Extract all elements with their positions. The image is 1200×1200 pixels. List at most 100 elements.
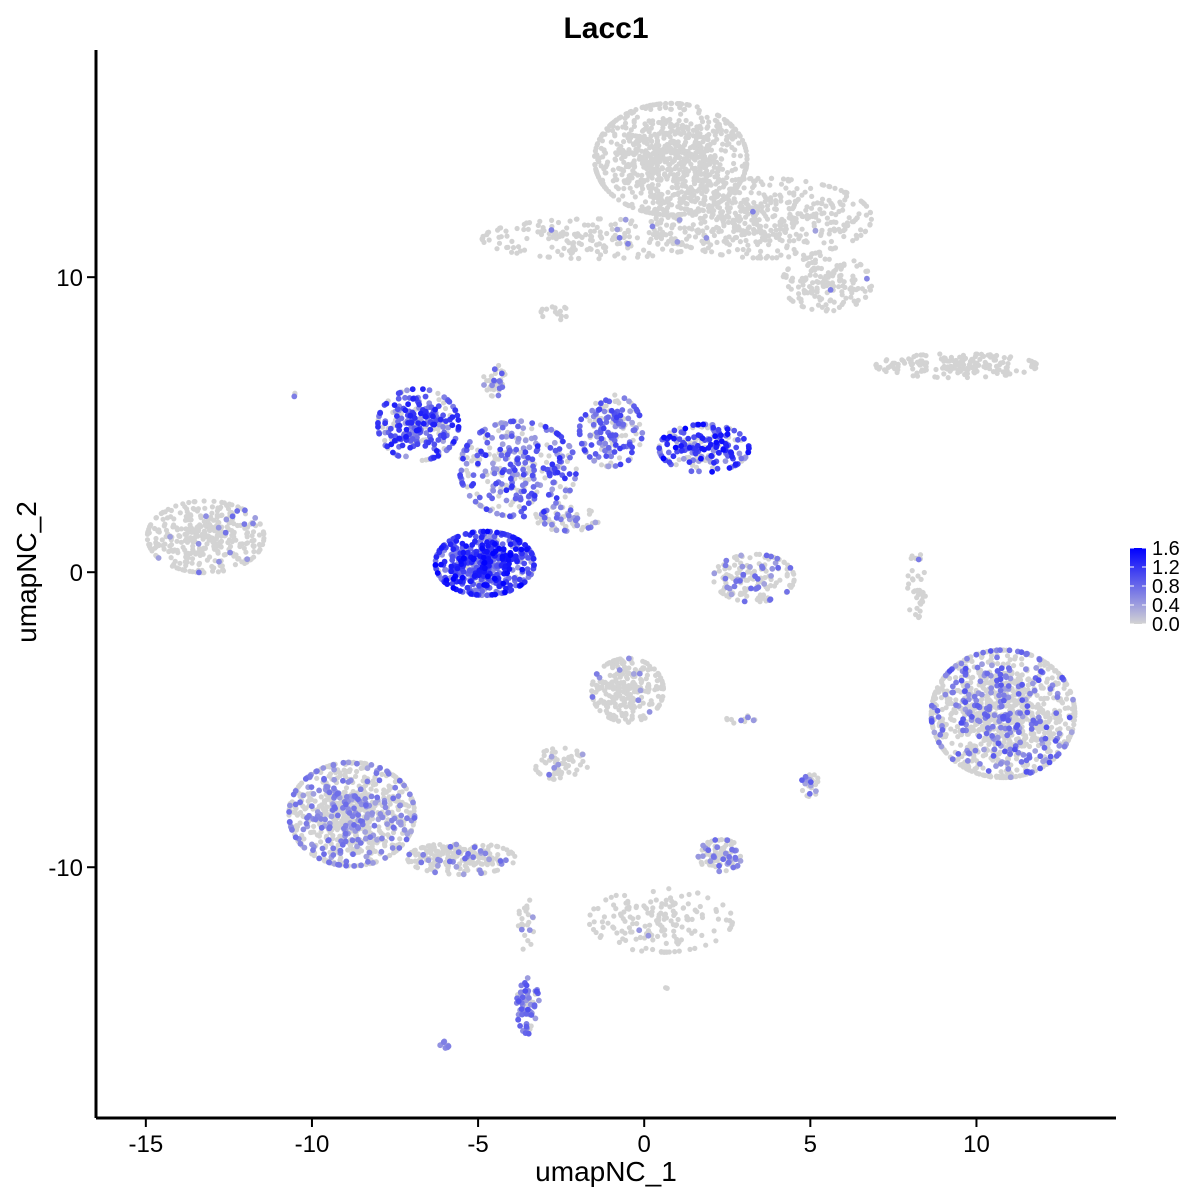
data-point xyxy=(188,550,194,557)
data-point xyxy=(1001,355,1007,361)
data-point xyxy=(605,704,611,710)
data-point xyxy=(649,219,655,225)
data-point xyxy=(626,665,632,671)
data-point xyxy=(594,224,600,230)
data-point xyxy=(1029,364,1035,370)
data-point xyxy=(982,772,988,779)
data-point xyxy=(561,756,567,762)
data-point xyxy=(651,146,658,152)
data-point xyxy=(819,196,826,202)
data-point xyxy=(715,564,722,570)
data-point xyxy=(692,945,698,952)
data-point xyxy=(712,192,718,198)
data-point xyxy=(784,245,790,251)
data-point xyxy=(411,805,417,811)
data-point xyxy=(780,176,787,182)
data-point xyxy=(1033,704,1039,710)
data-point xyxy=(770,231,776,237)
data-point xyxy=(765,207,771,213)
data-point xyxy=(772,213,778,219)
data-point xyxy=(675,177,681,183)
data-point xyxy=(791,571,797,577)
data-point xyxy=(751,568,758,574)
data-point xyxy=(681,107,687,113)
data-point xyxy=(954,724,961,730)
data-point xyxy=(172,558,178,564)
data-point xyxy=(810,280,816,286)
data-point xyxy=(650,888,656,895)
data-point xyxy=(938,695,945,701)
data-point xyxy=(693,211,699,217)
data-point xyxy=(372,848,378,855)
data-point xyxy=(642,923,648,929)
data-point xyxy=(831,308,837,314)
data-point xyxy=(664,156,671,162)
data-point xyxy=(846,215,852,221)
data-point xyxy=(212,540,218,546)
data-point xyxy=(635,251,641,257)
data-point xyxy=(696,110,702,116)
chart-title: Lacc1 xyxy=(563,12,648,45)
data-point xyxy=(314,775,320,781)
data-point xyxy=(985,659,991,665)
data-point xyxy=(724,142,730,148)
data-point xyxy=(612,131,618,137)
data-point xyxy=(442,859,448,865)
data-point xyxy=(918,352,924,358)
data-point xyxy=(915,573,921,579)
data-point xyxy=(828,210,835,217)
data-point xyxy=(563,765,569,771)
data-point xyxy=(178,539,184,545)
data-point xyxy=(811,201,817,207)
data-point xyxy=(622,892,628,899)
data-point xyxy=(673,462,679,468)
data-point xyxy=(943,732,949,738)
data-point xyxy=(675,249,681,255)
data-point xyxy=(987,354,994,360)
data-point xyxy=(607,684,613,690)
data-point xyxy=(218,544,224,550)
data-point xyxy=(1047,748,1053,754)
data-point xyxy=(790,298,796,304)
data-point xyxy=(486,229,492,235)
data-point xyxy=(718,147,724,153)
data-point xyxy=(526,465,532,471)
data-point xyxy=(724,205,730,211)
data-point xyxy=(609,121,615,127)
data-point xyxy=(778,198,784,204)
data-point xyxy=(1014,671,1020,677)
data-point xyxy=(612,672,618,679)
data-point xyxy=(848,294,854,300)
data-point xyxy=(399,789,405,795)
data-point xyxy=(831,268,837,275)
data-point xyxy=(708,154,714,160)
data-point xyxy=(850,201,856,207)
data-point xyxy=(629,698,635,704)
data-point xyxy=(805,262,811,268)
data-point xyxy=(812,260,818,266)
data-point xyxy=(669,184,675,191)
data-point xyxy=(177,560,183,566)
data-point xyxy=(706,181,712,187)
data-point xyxy=(543,748,550,754)
data-point xyxy=(681,225,688,231)
data-point xyxy=(591,228,597,234)
data-point xyxy=(967,741,973,747)
data-point xyxy=(767,182,773,188)
data-point xyxy=(509,238,515,244)
data-point xyxy=(824,306,830,312)
data-point xyxy=(719,156,725,162)
data-point xyxy=(626,138,633,144)
data-point xyxy=(1004,653,1011,659)
data-point xyxy=(663,100,669,107)
data-point xyxy=(829,280,836,286)
data-point xyxy=(250,529,257,535)
data-point xyxy=(642,715,648,721)
data-point xyxy=(446,871,452,877)
data-point xyxy=(735,189,741,195)
data-point xyxy=(933,366,939,373)
data-point xyxy=(678,937,685,943)
data-point xyxy=(612,221,618,227)
data-point xyxy=(790,206,796,212)
data-point xyxy=(723,120,729,126)
